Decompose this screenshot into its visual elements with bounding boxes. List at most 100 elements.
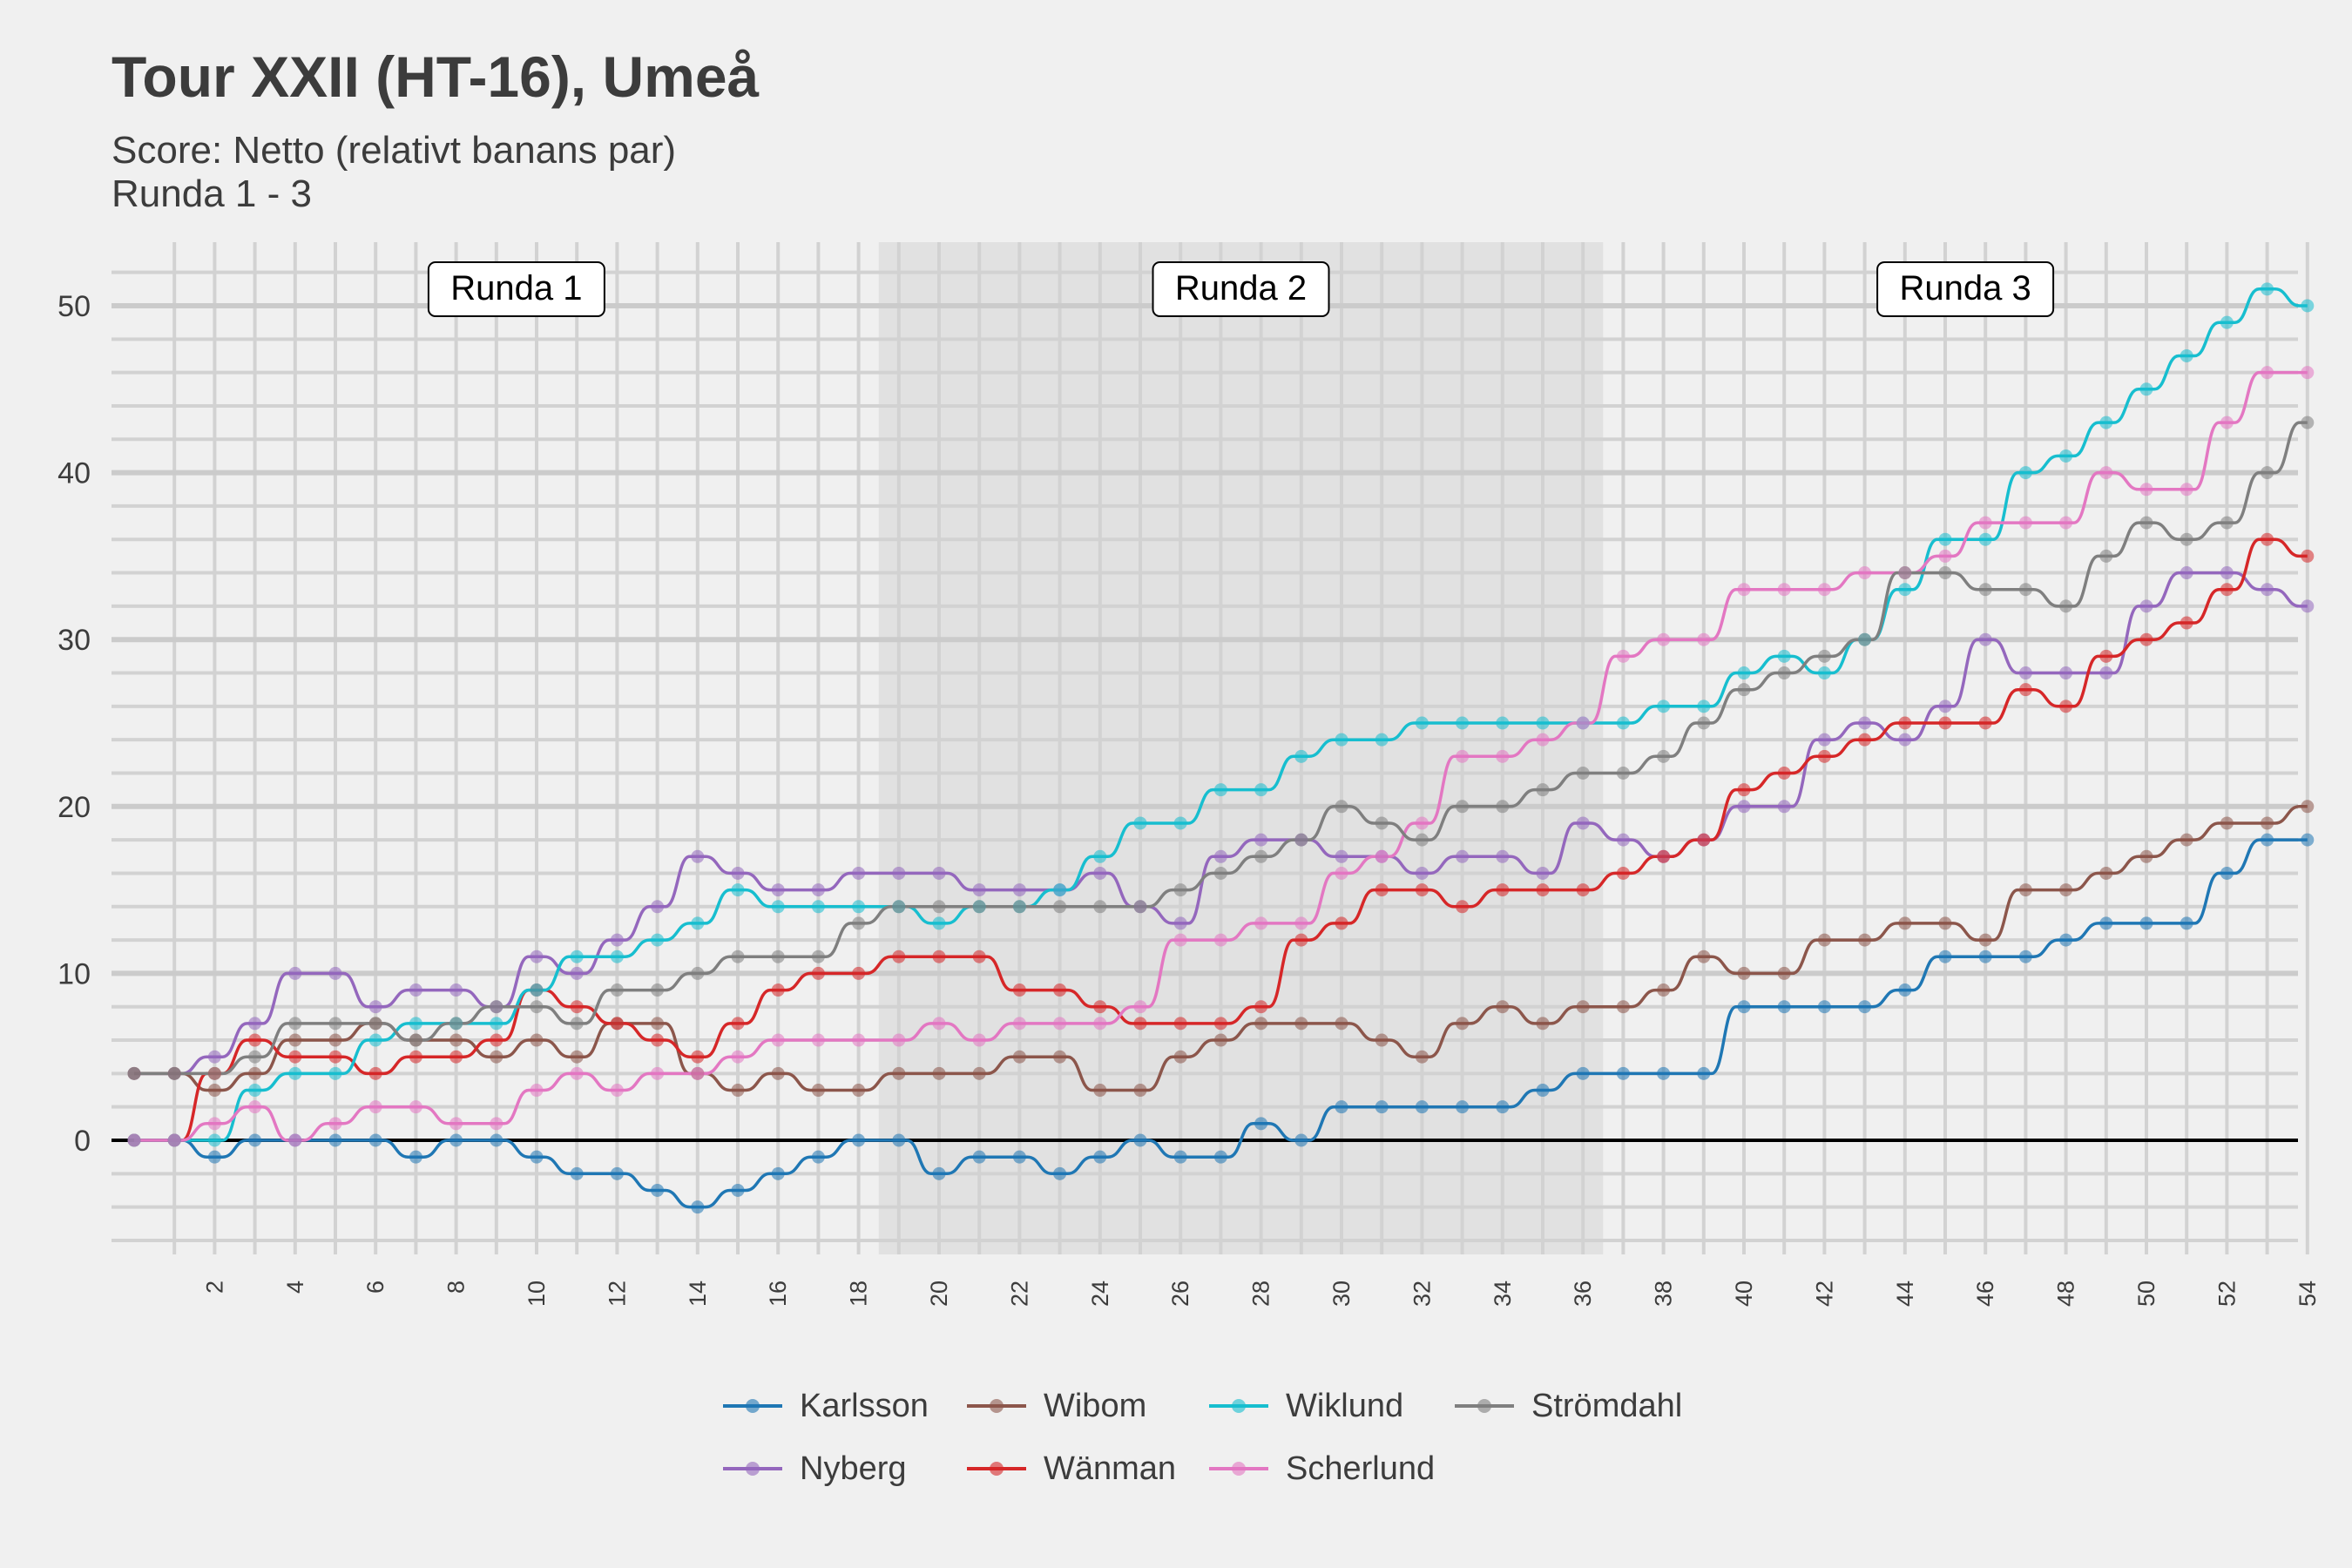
data-point [2139, 916, 2153, 930]
data-point [2180, 348, 2193, 362]
legend-label: Wibom [1044, 1387, 1147, 1424]
data-point [1093, 900, 1107, 914]
x-tick-label: 40 [1731, 1281, 1757, 1307]
data-point [1657, 1066, 1671, 1080]
data-point [1898, 983, 1912, 997]
data-point [368, 1017, 382, 1031]
y-tick-label: 0 [74, 1125, 91, 1158]
data-point [1213, 783, 1227, 797]
x-tick-label: 10 [524, 1281, 550, 1307]
data-point [2139, 849, 2153, 863]
data-point [570, 1166, 584, 1180]
data-point [1093, 1150, 1107, 1164]
data-point [1616, 716, 1630, 730]
data-point [288, 966, 302, 980]
data-point [1496, 1000, 1510, 1014]
data-point [1415, 1100, 1429, 1114]
data-point [1737, 783, 1751, 797]
data-point [449, 1033, 463, 1047]
data-point [651, 1066, 665, 1080]
data-point [892, 1133, 906, 1147]
data-point [2018, 516, 2032, 530]
legend-label: Karlsson [800, 1387, 929, 1424]
data-point [1576, 883, 1590, 897]
data-point [972, 883, 986, 897]
data-point [1335, 849, 1348, 863]
data-point [1456, 1017, 1470, 1031]
data-point [852, 966, 866, 980]
data-point [328, 1017, 342, 1031]
data-point [2018, 666, 2032, 680]
data-point [248, 1100, 262, 1114]
round-label-box [1876, 261, 2055, 317]
data-point [2018, 466, 2032, 480]
data-point [2018, 583, 2032, 597]
legend-label: Nyberg [800, 1450, 907, 1487]
data-point [2180, 483, 2193, 497]
data-point [691, 1066, 705, 1080]
data-point [1536, 883, 1550, 897]
data-point [1657, 849, 1671, 863]
data-point [731, 950, 745, 963]
series-line-karlsson [134, 838, 2308, 1209]
data-point [1375, 1033, 1389, 1047]
data-point [1576, 716, 1590, 730]
legend-label: Wiklund [1286, 1387, 1404, 1424]
data-point [2220, 583, 2234, 597]
data-point [1012, 1150, 1026, 1164]
data-point [1456, 800, 1470, 814]
legend-key-icon [1455, 1399, 1514, 1413]
x-tick-label: 50 [2133, 1281, 2159, 1307]
data-point [1415, 816, 1429, 830]
data-point [1213, 933, 1227, 947]
data-point [691, 966, 705, 980]
data-point [368, 1133, 382, 1147]
data-point [1576, 1066, 1590, 1080]
data-point [1978, 716, 1992, 730]
data-point [1456, 1100, 1470, 1114]
data-point [167, 1066, 181, 1080]
data-point [1213, 1033, 1227, 1047]
round-label-text: Runda 2 [1175, 269, 1307, 308]
data-point [2099, 466, 2113, 480]
series-points-stromdahl [127, 416, 2315, 1080]
data-point [892, 1033, 906, 1047]
data-point [932, 1166, 946, 1180]
data-point [248, 1133, 262, 1147]
data-point [1737, 666, 1751, 680]
data-point [1938, 916, 1952, 930]
data-point [490, 1117, 504, 1131]
series-line-stromdahl [134, 421, 2308, 1076]
data-point [1415, 1050, 1429, 1064]
data-point [409, 1017, 422, 1031]
legend-row-2: Nyberg Wänman Scherlund [714, 1437, 1760, 1500]
data-point [892, 950, 906, 963]
legend-key-icon [1209, 1462, 1268, 1476]
data-point [2261, 583, 2274, 597]
data-point [1093, 866, 1107, 880]
data-point [1133, 1000, 1147, 1014]
data-point [2220, 816, 2234, 830]
data-point [2220, 516, 2234, 530]
data-point [1213, 866, 1227, 880]
data-point [1254, 916, 1268, 930]
series-points-scherlund [127, 366, 2315, 1147]
data-point [1093, 1000, 1107, 1014]
data-point [811, 950, 825, 963]
data-point [530, 1150, 544, 1164]
series-line-scherlund [134, 370, 2308, 1142]
data-point [1012, 883, 1026, 897]
round-2-shade [878, 242, 1604, 1254]
data-point [1817, 733, 1831, 747]
legend-key-icon [1209, 1399, 1268, 1413]
data-point [932, 900, 946, 914]
data-point [1898, 916, 1912, 930]
data-point [691, 1200, 705, 1214]
data-point [288, 1066, 302, 1080]
data-point [1294, 933, 1308, 947]
data-point [449, 1050, 463, 1064]
data-point [852, 916, 866, 930]
x-tick-label: 8 [443, 1281, 470, 1294]
data-point [409, 1150, 422, 1164]
x-tick-label: 28 [1248, 1281, 1274, 1307]
